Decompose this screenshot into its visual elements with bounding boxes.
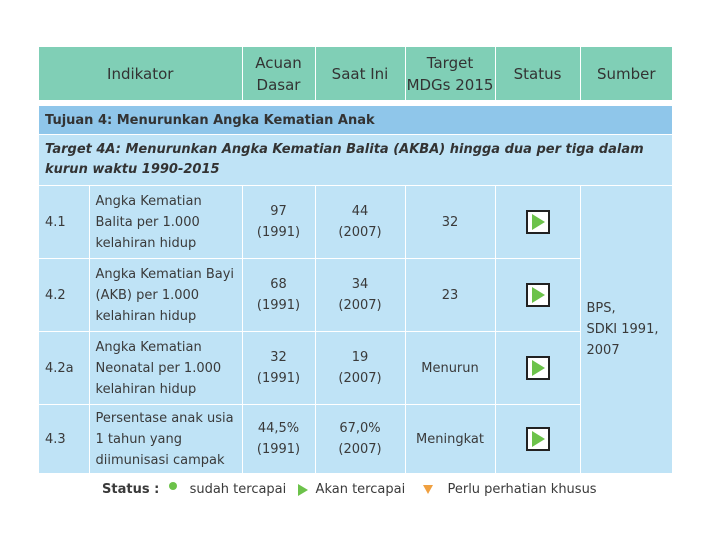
mdg-table-container: Indikator Acuan Dasar Saat Ini Target MD…	[39, 47, 672, 474]
sumber-line2: SDKI 1991,	[586, 321, 659, 337]
indicator-name: Angka Kematian Bayi (AKB) per 1.000 kela…	[89, 258, 243, 332]
acuan-value: 44,5%	[257, 421, 300, 436]
acuan-dasar-cell: 44,5% (1991)	[242, 404, 316, 473]
indicator-name: Persentase anak usia 1 tahun yang diimun…	[89, 404, 243, 473]
status-akan-tercapai-icon	[525, 283, 550, 307]
indicator-number: 4.1	[39, 185, 90, 259]
sumber-line1: BPS,	[586, 300, 616, 316]
indicator-name: Angka Kematian Balita per 1.000 kelahira…	[89, 185, 243, 259]
sumber-cell: BPS, SDKI 1991, 2007	[580, 185, 672, 474]
status-legend: Status : sudah tercapai Akan tercapai Pe…	[102, 481, 597, 497]
acuan-year: (1991)	[256, 371, 301, 386]
goal-title: Tujuan 4: Menurunkan Angka Kematian Anak	[39, 106, 672, 135]
legend-sudah-tercapai: sudah tercapai	[189, 482, 287, 497]
target-row: Target 4A: Menurunkan Angka Kematian Bal…	[39, 134, 672, 186]
saat-year: (2007)	[338, 298, 382, 313]
header-saat-ini: Saat Ini	[315, 47, 406, 100]
green-triangle-icon	[298, 483, 309, 496]
indicator-number: 4.2	[39, 258, 90, 332]
legend-akan-tercapai: Akan tercapai	[315, 482, 406, 497]
header-acuan-dasar: Acuan Dasar	[242, 47, 316, 100]
saat-value: 44	[351, 204, 369, 219]
saat-value: 67,0%	[339, 421, 381, 436]
header-target: Target MDGs 2015	[405, 47, 496, 100]
status-akan-tercapai-icon	[525, 210, 550, 234]
saat-year: (2007)	[338, 442, 382, 457]
acuan-year: (1991)	[256, 442, 301, 457]
status-cell	[495, 331, 581, 405]
acuan-year: (1991)	[256, 298, 301, 313]
target-value: Meningkat	[405, 404, 496, 473]
header-gap	[39, 100, 672, 106]
table-row: 4.2 Angka Kematian Bayi (AKB) per 1.000 …	[39, 258, 672, 332]
status-cell	[495, 258, 581, 332]
table-row: 4.1 Angka Kematian Balita per 1.000 kela…	[39, 185, 672, 474]
table-row: 4.3 Persentase anak usia 1 tahun yang di…	[39, 404, 672, 473]
saat-ini-cell: 67,0% (2007)	[315, 404, 406, 473]
table-header-row: Indikator Acuan Dasar Saat Ini Target MD…	[39, 47, 672, 100]
saat-ini-cell: 34 (2007)	[315, 258, 406, 332]
legend-perlu-perhatian: Perlu perhatian khusus	[447, 482, 597, 497]
target-description: Target 4A: Menurunkan Angka Kematian Bal…	[39, 134, 672, 186]
target-value: Menurun	[405, 331, 496, 405]
saat-year: (2007)	[338, 225, 382, 240]
header-target-line1: Target	[426, 53, 474, 72]
saat-ini-cell: 44 (2007)	[315, 185, 406, 259]
saat-year: (2007)	[338, 371, 382, 386]
acuan-value: 32	[270, 350, 287, 365]
acuan-dasar-cell: 97 (1991)	[242, 185, 316, 259]
indicator-number: 4.3	[39, 404, 90, 473]
saat-value: 34	[351, 277, 369, 292]
acuan-value: 68	[270, 277, 287, 292]
indicator-number: 4.2a	[39, 331, 90, 405]
header-status: Status	[495, 47, 581, 100]
status-cell	[495, 404, 581, 473]
saat-ini-cell: 19 (2007)	[315, 331, 406, 405]
header-acuan-line1: Acuan	[255, 53, 302, 72]
header-acuan-line2: Dasar	[256, 75, 301, 94]
saat-value: 19	[351, 350, 369, 365]
status-cell	[495, 185, 581, 259]
acuan-dasar-cell: 68 (1991)	[242, 258, 316, 332]
status-akan-tercapai-icon	[525, 427, 550, 451]
acuan-dasar-cell: 32 (1991)	[242, 331, 316, 405]
header-sumber: Sumber	[580, 47, 672, 100]
acuan-year: (1991)	[256, 225, 301, 240]
status-akan-tercapai-icon	[525, 356, 550, 380]
table-row: 4.2a Angka Kematian Neonatal per 1.000 k…	[39, 331, 672, 405]
target-value: 32	[405, 185, 496, 259]
legend-label: Status :	[102, 482, 160, 497]
mdg-table: Indikator Acuan Dasar Saat Ini Target MD…	[39, 47, 672, 474]
header-target-line2: MDGs 2015	[406, 75, 494, 94]
target-value: 23	[405, 258, 496, 332]
indicator-name: Angka Kematian Neonatal per 1.000 kelahi…	[89, 331, 243, 405]
sumber-line3: 2007	[586, 342, 620, 358]
goal-row: Tujuan 4: Menurunkan Angka Kematian Anak	[39, 106, 672, 135]
header-indikator: Indikator	[39, 47, 243, 100]
green-dot-icon	[169, 481, 178, 490]
acuan-value: 97	[270, 204, 287, 219]
orange-down-triangle-icon	[423, 485, 434, 494]
